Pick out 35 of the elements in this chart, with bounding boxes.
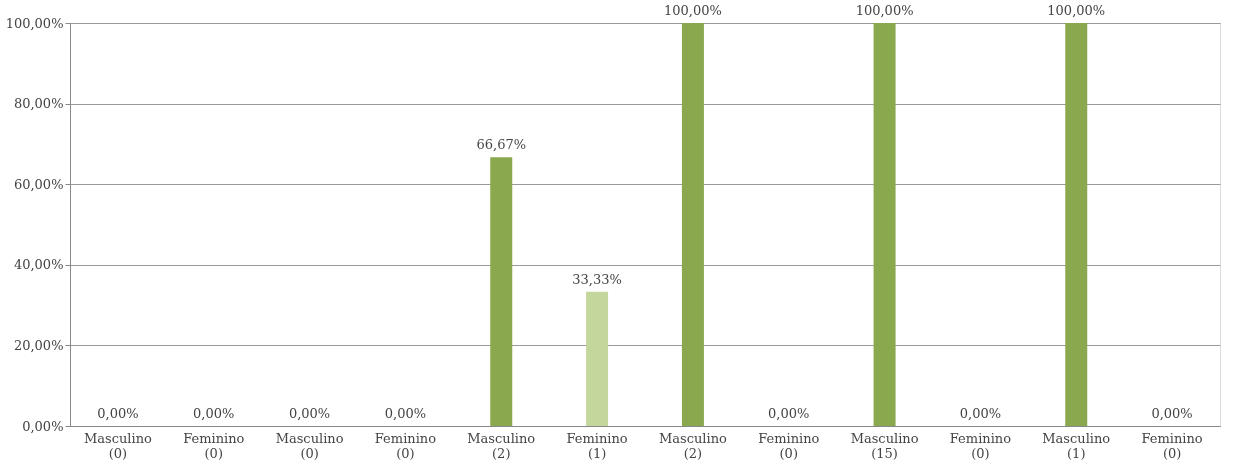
x-tick-label: Feminino (0) bbox=[374, 430, 437, 461]
y-tick-label: 20,00% bbox=[13, 337, 64, 353]
data-label: 33,33% bbox=[572, 271, 622, 287]
x-tick-label: Masculino (2) bbox=[467, 430, 536, 461]
bar bbox=[681, 23, 704, 426]
data-label: 0,00% bbox=[288, 406, 331, 421]
data-label: 0,00% bbox=[97, 406, 139, 421]
x-tick-label: Feminino (0) bbox=[949, 430, 1012, 461]
x-tick-label: Masculino (0) bbox=[275, 430, 344, 461]
bar bbox=[586, 291, 609, 426]
data-label: 0,00% bbox=[1151, 406, 1193, 421]
data-label: 100,00% bbox=[855, 3, 914, 18]
y-tick-label: 80,00% bbox=[13, 96, 64, 112]
x-tick-label: Feminino (0) bbox=[183, 430, 245, 461]
data-label: 100,00% bbox=[1047, 3, 1106, 18]
x-tick-label: Masculino (1) bbox=[1042, 430, 1111, 461]
bar bbox=[1065, 23, 1088, 426]
y-tick-label: 60,00% bbox=[13, 176, 64, 192]
data-label: 0,00% bbox=[384, 406, 427, 421]
x-tick-label: Feminino (0) bbox=[1141, 430, 1203, 461]
data-label: 0,00% bbox=[193, 406, 235, 421]
data-label: 0,00% bbox=[768, 406, 810, 421]
data-label: 0,00% bbox=[959, 406, 1002, 421]
bar bbox=[490, 157, 513, 426]
x-tick-label: Feminino (1) bbox=[566, 430, 628, 461]
y-tick-label: 0,00% bbox=[22, 418, 64, 434]
x-tick-label: Masculino (0) bbox=[83, 430, 153, 461]
y-tick-label: 40,00% bbox=[13, 257, 64, 273]
x-tick-label: Masculino (2) bbox=[658, 430, 728, 461]
data-label: 66,67% bbox=[476, 137, 527, 153]
x-tick-label: Masculino (15) bbox=[850, 430, 919, 461]
bar bbox=[873, 23, 896, 426]
data-label: 100,00% bbox=[663, 3, 722, 18]
x-tick-label: Feminino (0) bbox=[758, 430, 820, 461]
y-tick-label: 100,00% bbox=[5, 15, 64, 31]
